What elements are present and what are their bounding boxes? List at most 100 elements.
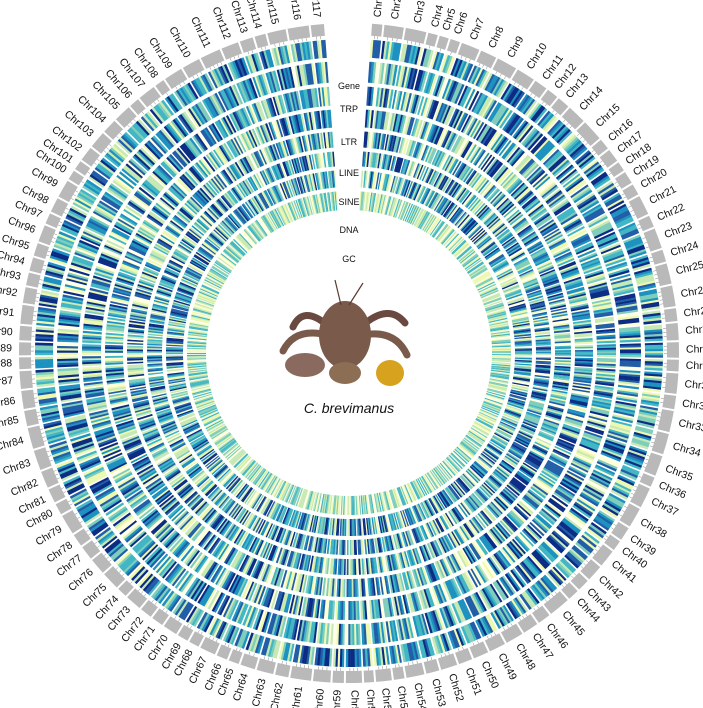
heat-cell — [88, 291, 108, 299]
heat-cell — [161, 462, 176, 473]
heat-cell — [347, 518, 349, 536]
heat-cell — [209, 488, 222, 501]
heat-cell — [454, 529, 465, 544]
heat-cell — [121, 434, 139, 443]
heat-cell — [155, 454, 171, 465]
heat-cell — [429, 148, 437, 164]
heat-cell — [402, 594, 409, 614]
heat-cell — [230, 188, 241, 202]
heat-cell — [121, 483, 140, 496]
heat-cell — [159, 101, 173, 118]
heat-cell — [478, 125, 491, 143]
heat-cell — [169, 259, 184, 268]
heat-cell — [61, 225, 79, 235]
heat-cell — [619, 470, 637, 481]
heat-cell — [233, 506, 244, 520]
heat-cell — [501, 203, 515, 216]
heat-cell — [151, 520, 168, 535]
heat-cell — [534, 371, 551, 375]
heat-cell — [412, 94, 420, 114]
heat-cell — [558, 262, 577, 271]
heat-cell — [146, 548, 163, 565]
heat-cell — [138, 467, 156, 479]
heat-cell — [589, 218, 610, 230]
heat-cell — [111, 293, 130, 300]
heat-cell — [623, 236, 642, 246]
heat-cell — [471, 493, 483, 506]
heat-cell — [509, 447, 524, 457]
heat-cell — [526, 411, 541, 418]
heat-cell — [167, 155, 183, 171]
heat-cell — [437, 634, 446, 653]
heat-cell — [228, 599, 239, 620]
heat-cell — [295, 114, 302, 133]
heat-cell — [399, 66, 406, 88]
heat-cell — [221, 498, 233, 511]
heat-cell — [374, 40, 379, 59]
heat-cell — [386, 63, 392, 85]
heat-cell — [267, 72, 276, 93]
heat-cell — [556, 525, 574, 542]
heat-cell — [145, 141, 163, 159]
heat-cell — [231, 187, 242, 201]
heat-cell — [462, 115, 474, 134]
heat-cell — [619, 345, 641, 348]
heat-cell — [473, 175, 485, 190]
heat-cell — [129, 386, 146, 391]
heat-cell — [213, 566, 225, 585]
heat-cell — [533, 381, 549, 385]
heat-cell — [431, 562, 441, 581]
heat-cell — [611, 419, 633, 428]
heat-cell — [161, 497, 177, 511]
heat-cell — [573, 325, 592, 330]
heat-cell — [242, 533, 253, 549]
heat-cell — [242, 132, 252, 150]
heat-cell — [520, 271, 535, 280]
heat-cell — [143, 219, 160, 231]
heat-cell — [300, 554, 306, 571]
heat-cell — [374, 557, 378, 574]
heat-cell — [218, 197, 230, 211]
heat-cell — [529, 521, 545, 537]
heat-cell — [239, 134, 250, 152]
heat-cell — [530, 585, 544, 602]
heat-cell — [641, 303, 660, 310]
heat-cell — [227, 140, 239, 157]
heat-cell — [393, 534, 400, 550]
heat-cell — [382, 536, 388, 552]
heat-cell — [335, 600, 339, 620]
heat-cell — [393, 136, 399, 153]
heat-cell — [194, 501, 208, 515]
heat-cell — [466, 497, 478, 511]
heat-cell — [180, 545, 195, 562]
heat-cell — [566, 411, 585, 419]
heat-cell — [550, 122, 565, 138]
heat-cell — [419, 71, 428, 93]
heat-cell — [172, 477, 187, 489]
heat-cell — [574, 241, 593, 252]
heat-cell — [155, 167, 171, 183]
heat-cell — [581, 438, 600, 448]
heat-cell — [267, 49, 275, 68]
heat-cell — [93, 271, 113, 280]
heat-cell — [508, 511, 523, 526]
heat-cell — [493, 610, 505, 627]
heat-cell — [231, 601, 243, 622]
heat-cell — [130, 125, 145, 141]
heat-cell — [530, 208, 547, 221]
heat-cell — [170, 93, 183, 110]
heat-cell — [91, 417, 111, 426]
heat-cell — [85, 308, 105, 314]
heat-cell — [158, 236, 174, 247]
heat-cell — [477, 487, 489, 500]
heat-cell — [306, 41, 311, 60]
heat-cell — [153, 299, 169, 306]
heat-cell — [200, 532, 214, 549]
heat-cell — [613, 410, 635, 418]
heat-cell — [548, 155, 566, 171]
heat-cell — [171, 254, 186, 264]
heat-cell — [272, 567, 280, 586]
heat-cell — [115, 515, 134, 530]
heat-cell — [460, 61, 470, 80]
heat-cell — [421, 545, 429, 561]
